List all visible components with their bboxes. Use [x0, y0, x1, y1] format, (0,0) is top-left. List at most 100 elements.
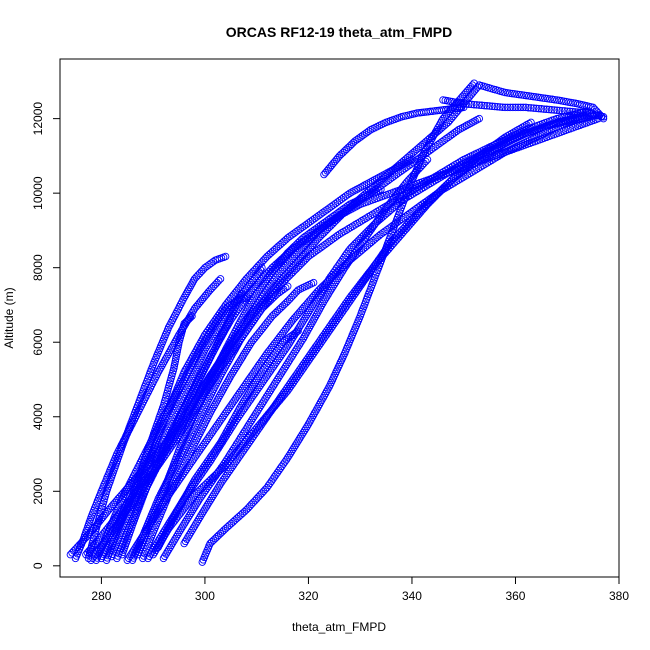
data-point [241, 395, 249, 404]
data-point [584, 111, 592, 119]
data-point [197, 511, 205, 520]
data-point [294, 437, 302, 445]
data-point [174, 504, 183, 513]
data-point [175, 528, 183, 537]
data-point [315, 291, 323, 300]
data-point [245, 303, 253, 311]
data-point [273, 375, 282, 384]
data-point [431, 176, 439, 185]
data-point [275, 373, 283, 382]
data-point [181, 518, 190, 526]
data-point [251, 378, 260, 387]
data-point [417, 184, 426, 193]
data-point [288, 331, 297, 339]
data-point [333, 276, 341, 285]
data-point [541, 94, 549, 103]
data-point [162, 550, 170, 558]
data-point [420, 183, 428, 192]
data-point [402, 159, 410, 167]
data-point [251, 410, 260, 418]
data-point [349, 222, 357, 230]
data-point [231, 442, 239, 451]
data-point [238, 399, 247, 408]
data-point [150, 548, 159, 557]
data-point [318, 285, 327, 294]
data-point [368, 177, 377, 185]
data-point [546, 95, 554, 103]
data-point [188, 352, 197, 361]
data-point [320, 283, 328, 292]
data-point [237, 355, 245, 363]
data-point [290, 330, 298, 338]
data-point [210, 490, 218, 499]
data-point [190, 503, 199, 511]
data-point [527, 104, 535, 112]
data-point [334, 274, 342, 282]
data-point [491, 102, 499, 111]
y-tick-label: 0 [31, 562, 45, 569]
data-point [250, 294, 258, 302]
data-point [492, 153, 501, 162]
data-point [344, 190, 352, 199]
data-point [307, 304, 315, 312]
data-point [185, 511, 194, 520]
data-point [227, 449, 235, 457]
data-point [506, 89, 514, 97]
data-point [408, 155, 416, 164]
data-point [324, 215, 333, 224]
data-point [599, 113, 608, 121]
data-point [452, 127, 461, 136]
data-point [493, 102, 502, 111]
data-point [254, 374, 262, 383]
data-point [488, 102, 496, 111]
data-point [284, 334, 293, 342]
data-point [278, 338, 287, 346]
data-point [181, 493, 189, 502]
data-point [424, 180, 432, 189]
data-point [334, 208, 342, 217]
data-point [428, 178, 437, 186]
data-point [246, 387, 254, 395]
data-point [192, 520, 200, 528]
data-point [269, 382, 278, 390]
data-point [192, 404, 200, 412]
data-point [254, 287, 262, 296]
data-points [66, 79, 608, 566]
data-point [246, 300, 254, 309]
data-point [305, 229, 313, 238]
data-point [243, 423, 252, 431]
data-point [236, 336, 244, 345]
data-point [295, 435, 304, 443]
data-point [299, 428, 308, 437]
data-point [163, 548, 172, 556]
data-point [242, 346, 251, 355]
data-point [181, 537, 190, 546]
data-point [164, 545, 173, 554]
data-point [503, 103, 512, 112]
data-point [499, 149, 507, 158]
data-point [444, 168, 452, 177]
data-point [555, 106, 564, 115]
data-point [320, 218, 329, 227]
data-point [338, 206, 346, 214]
data-point [360, 215, 368, 224]
y-tick-label: 6000 [31, 329, 45, 356]
data-point [369, 210, 377, 218]
data-point [304, 420, 313, 428]
data-point [366, 211, 375, 220]
chart-title: ORCAS RF12-19 theta_atm_FMPD [226, 24, 452, 40]
data-point [522, 103, 530, 112]
data-point [321, 281, 330, 289]
data-point [194, 515, 203, 524]
data-point [262, 392, 271, 401]
data-point [330, 211, 339, 220]
data-point [236, 404, 244, 412]
data-point [475, 101, 484, 109]
data-point [202, 503, 210, 511]
x-tick-label: 360 [505, 589, 525, 603]
data-point [373, 174, 381, 183]
data-point [209, 257, 217, 266]
data-point [346, 189, 354, 197]
x-tick-label: 320 [298, 589, 318, 603]
data-point [379, 171, 387, 180]
